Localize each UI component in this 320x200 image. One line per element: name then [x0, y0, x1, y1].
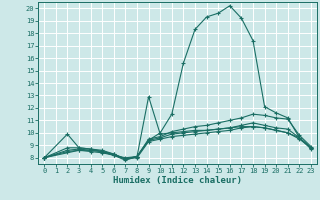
X-axis label: Humidex (Indice chaleur): Humidex (Indice chaleur): [113, 176, 242, 185]
